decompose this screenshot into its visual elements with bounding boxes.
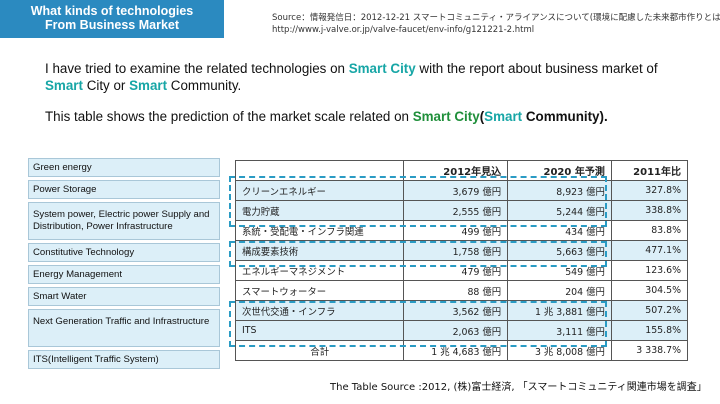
category-cell: 電力貯蔵 — [234, 200, 405, 221]
table-header-row: 2012年見込 2020 年予測 2011年比 — [234, 160, 689, 181]
text-run: City or — [82, 78, 130, 93]
category-cell: 構成要素技術 — [234, 240, 405, 261]
tech-item-green-energy: Green energy — [28, 158, 220, 177]
value-cell: 479 億円 — [403, 260, 509, 281]
tech-item-power-storage: Power Storage — [28, 180, 220, 199]
total-ratio-cell: 3 338.7% — [610, 340, 689, 361]
value-cell: 3,111 億円 — [507, 320, 612, 341]
source-citation-url[interactable]: http://www.j-valve.or.jp/valve-faucet/en… — [272, 25, 535, 35]
category-cell: ITS — [234, 320, 405, 341]
table-source: The Table Source :2012, (株)富士経済, 「スマートコミ… — [330, 382, 707, 393]
value-cell: 88 億円 — [403, 280, 509, 301]
total-value-cell: 3 兆 8,008 億円 — [507, 340, 612, 361]
ratio-cell: 477.1% — [610, 240, 689, 261]
value-cell: 5,244 億円 — [507, 200, 612, 221]
text-run: This table shows the prediction of the m… — [45, 109, 413, 124]
tech-item-smart-water: Smart Water — [28, 287, 220, 306]
category-cell: 系統・受配電・インフラ関連 — [234, 220, 405, 241]
text-run: I have tried to examine the related tech… — [45, 61, 349, 76]
ratio-cell: 338.8% — [610, 200, 689, 221]
value-cell: 8,923 億円 — [507, 180, 612, 201]
table-row: 次世代交通・インフラ 3,562 億円 1 兆 3,881 億円 507.2% — [234, 300, 689, 321]
highlight-term: Smart — [129, 78, 168, 93]
table-row: スマートウォーター 88 億円 204 億円 304.5% — [234, 280, 689, 301]
value-cell: 499 億円 — [403, 220, 509, 241]
column-header: 2011年比 — [610, 160, 689, 181]
source-citation: Source：情報発信日：2012-12-21 スマートコミュニティ・アライアン… — [272, 12, 720, 36]
section-title-line2: From Business Market — [44, 18, 180, 32]
intro-paragraph-2: This table shows the prediction of the m… — [45, 108, 685, 125]
table-total-row: 合計 1 兆 4,683 億円 3 兆 8,008 億円 3 338.7% — [234, 340, 689, 361]
intro-paragraph-1: I have tried to examine the related tech… — [45, 60, 685, 94]
text-run: with the report about business market of — [415, 61, 658, 76]
source-citation-text: Source：情報発信日：2012-12-21 スマートコミュニティ・アライアン… — [272, 13, 720, 23]
tech-item-energy-management: Energy Management — [28, 265, 220, 284]
tech-item-next-gen-traffic: Next Generation Traffic and Infrastructu… — [28, 309, 220, 347]
value-cell: 434 億円 — [507, 220, 612, 241]
table-row: 電力貯蔵 2,555 億円 5,244 億円 338.8% — [234, 200, 689, 221]
total-label-cell: 合計 — [234, 340, 405, 361]
category-cell: 次世代交通・インフラ — [234, 300, 405, 321]
category-cell: クリーンエネルギー — [234, 180, 405, 201]
category-cell: スマートウォーター — [234, 280, 405, 301]
technology-list: Green energy Power Storage System power,… — [28, 158, 220, 372]
section-title-line1: What kinds of technologies — [30, 4, 194, 18]
text-run: Community). — [522, 109, 608, 124]
column-header — [234, 160, 405, 181]
value-cell: 5,663 億円 — [507, 240, 612, 261]
value-cell: 1,758 億円 — [403, 240, 509, 261]
table-row: ITS 2,063 億円 3,111 億円 155.8% — [234, 320, 689, 341]
value-cell: 1 兆 3,881 億円 — [507, 300, 612, 321]
table-row: 系統・受配電・インフラ関連 499 億円 434 億円 83.8% — [234, 220, 689, 241]
tech-item-its: ITS(Intelligent Traffic System) — [28, 350, 220, 369]
table-row: 構成要素技術 1,758 億円 5,663 億円 477.1% — [234, 240, 689, 261]
tech-item-constitutive: Constitutive Technology — [28, 243, 220, 262]
ratio-cell: 507.2% — [610, 300, 689, 321]
highlight-term: Smart City — [412, 109, 480, 124]
table-row: エネルギーマネジメント 479 億円 549 億円 123.6% — [234, 260, 689, 281]
highlight-term: Smart — [484, 109, 523, 124]
ratio-cell: 83.8% — [610, 220, 689, 241]
value-cell: 204 億円 — [507, 280, 612, 301]
table-row: クリーンエネルギー 3,679 億円 8,923 億円 327.8% — [234, 180, 689, 201]
value-cell: 549 億円 — [507, 260, 612, 281]
market-scale-table: 2012年見込 2020 年予測 2011年比 クリーンエネルギー 3,679 … — [234, 160, 689, 361]
category-cell: エネルギーマネジメント — [234, 260, 405, 281]
intro-text: I have tried to examine the related tech… — [45, 60, 685, 125]
column-header: 2012年見込 — [403, 160, 509, 181]
value-cell: 3,562 億円 — [403, 300, 509, 321]
ratio-cell: 123.6% — [610, 260, 689, 281]
text-run: Community. — [167, 78, 242, 93]
text-run: ( — [479, 109, 485, 124]
section-title: What kinds of technologies From Business… — [0, 0, 224, 38]
ratio-cell: 327.8% — [610, 180, 689, 201]
tech-item-system-power: System power, Electric power Supply and … — [28, 202, 220, 240]
total-value-cell: 1 兆 4,683 億円 — [403, 340, 509, 361]
column-header: 2020 年予測 — [507, 160, 612, 181]
highlight-term: Smart City — [348, 61, 416, 76]
value-cell: 2,555 億円 — [403, 200, 509, 221]
value-cell: 3,679 億円 — [403, 180, 509, 201]
highlight-term: Smart — [45, 78, 83, 93]
ratio-cell: 155.8% — [610, 320, 689, 341]
ratio-cell: 304.5% — [610, 280, 689, 301]
value-cell: 2,063 億円 — [403, 320, 509, 341]
